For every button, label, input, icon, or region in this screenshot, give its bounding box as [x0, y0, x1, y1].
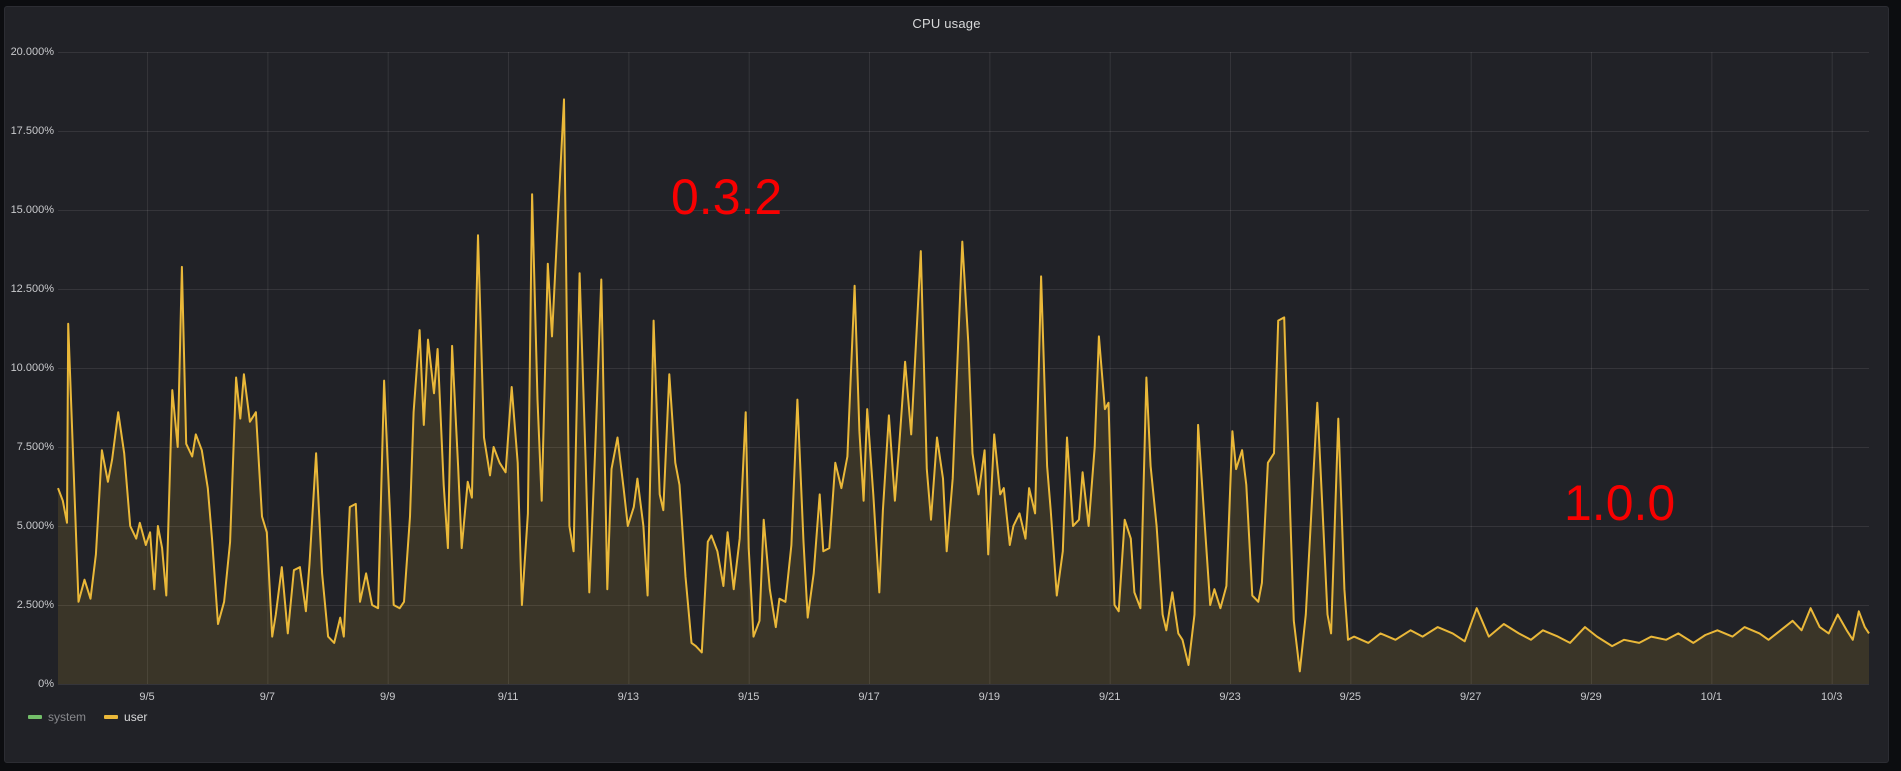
y-tick-label: 12.500% — [10, 283, 54, 295]
legend-label: system — [48, 710, 87, 724]
x-tick-label: 9/27 — [1459, 691, 1482, 703]
cpu-usage-chart[interactable] — [57, 52, 1870, 685]
panel-title[interactable]: CPU usage — [912, 16, 981, 31]
x-tick-label: 9/15 — [737, 691, 760, 703]
x-tick-label: 9/9 — [380, 691, 396, 703]
x-tick-label: 9/19 — [978, 691, 1001, 703]
y-tick-label: 17.500% — [10, 125, 54, 137]
version-annotation: 0.3.2 — [671, 169, 783, 225]
y-tick-label: 20.000% — [10, 46, 54, 58]
y-tick-label: 2.500% — [16, 599, 54, 611]
system-series-swatch-icon — [28, 715, 42, 719]
y-tick-label: 5.000% — [16, 520, 54, 532]
legend-item-user[interactable]: user — [104, 710, 147, 724]
x-tick-label: 10/3 — [1820, 691, 1843, 703]
x-tick-label: 9/7 — [259, 691, 276, 703]
legend-label: user — [124, 710, 148, 724]
x-tick-label: 9/5 — [139, 691, 155, 703]
y-tick-label: 15.000% — [10, 204, 54, 216]
x-tick-label: 9/13 — [617, 691, 640, 703]
y-tick-label: 10.000% — [10, 362, 54, 374]
x-tick-label: 9/25 — [1339, 691, 1362, 703]
legend: system user — [28, 710, 147, 724]
y-tick-label: 7.500% — [16, 441, 54, 453]
x-tick-label: 9/17 — [858, 691, 880, 703]
x-tick-label: 9/21 — [1098, 691, 1121, 703]
legend-item-system[interactable]: system — [28, 710, 86, 724]
user-series-line — [57, 98, 1870, 673]
user-series-area — [58, 99, 1869, 684]
x-tick-label: 9/11 — [497, 691, 519, 703]
y-tick-label: 0% — [38, 678, 54, 690]
x-tick-label: 9/23 — [1219, 691, 1241, 703]
chart-canvas[interactable] — [57, 52, 1870, 685]
version-annotation: 1.0.0 — [1564, 475, 1676, 531]
user-series-swatch-icon — [104, 715, 119, 719]
x-tick-label: 10/1 — [1700, 691, 1723, 703]
x-tick-label: 9/29 — [1580, 691, 1602, 703]
